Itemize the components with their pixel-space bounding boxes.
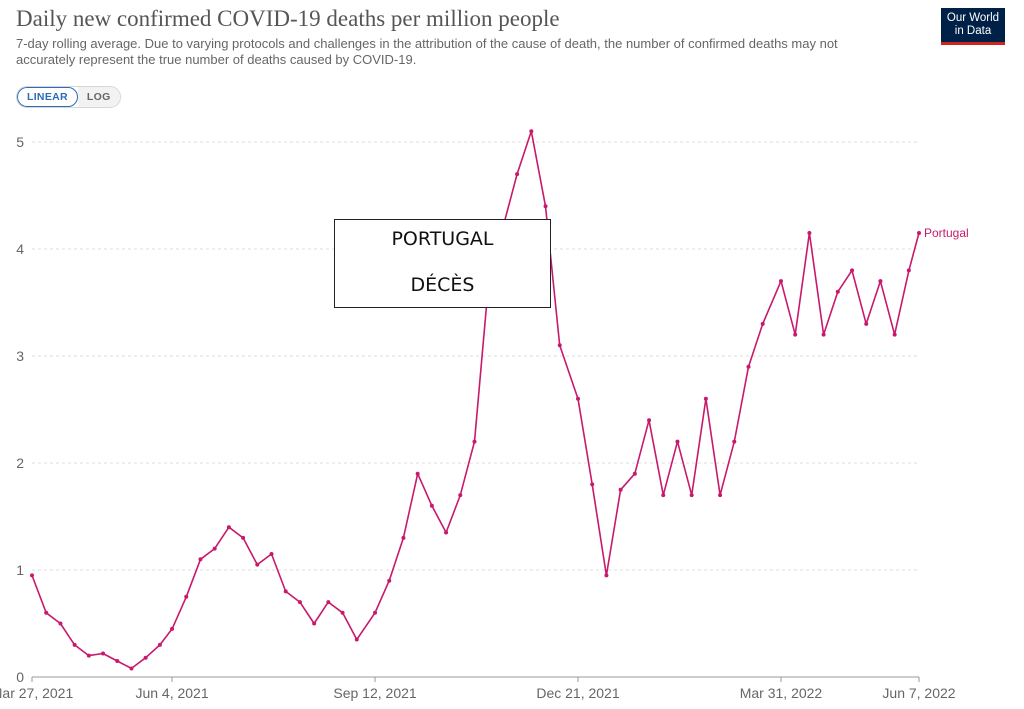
data-point — [58, 621, 63, 626]
data-point — [906, 268, 911, 273]
data-point — [807, 230, 812, 235]
log-scale-button[interactable]: LOG — [77, 87, 120, 107]
data-point — [675, 439, 680, 444]
data-point — [143, 655, 148, 660]
data-point — [515, 172, 520, 177]
data-point — [129, 666, 134, 671]
data-point — [241, 535, 246, 540]
data-point — [72, 642, 77, 647]
annotation-box: PORTUGAL DÉCÈS — [334, 219, 551, 308]
y-tick-label: 1 — [16, 562, 24, 578]
data-point — [30, 573, 34, 578]
data-point — [101, 651, 106, 656]
y-tick-label: 5 — [16, 134, 24, 150]
data-point — [760, 321, 765, 326]
data-point — [732, 439, 737, 444]
x-tick-label: Sep 12, 2021 — [333, 685, 417, 701]
x-tick-label: Dec 21, 2021 — [536, 685, 619, 701]
data-point — [543, 204, 548, 209]
data-point — [44, 610, 49, 615]
data-point — [529, 129, 534, 134]
data-point — [576, 396, 581, 401]
data-point — [590, 482, 595, 487]
data-point — [647, 418, 652, 423]
data-point — [821, 332, 826, 337]
data-point — [354, 637, 359, 642]
data-point — [387, 578, 392, 583]
data-point — [703, 396, 708, 401]
linear-scale-button[interactable]: LINEAR — [17, 87, 78, 107]
data-point — [778, 279, 783, 284]
data-point — [892, 332, 897, 337]
data-point — [283, 589, 288, 594]
data-point — [170, 626, 175, 631]
data-point — [878, 279, 883, 284]
data-point — [429, 503, 434, 508]
data-point — [718, 493, 723, 498]
data-point — [373, 610, 378, 615]
data-point — [269, 551, 274, 556]
data-point — [198, 557, 203, 562]
y-tick-label: 2 — [16, 455, 24, 471]
data-point — [557, 343, 562, 348]
annotation-metric: DÉCÈS — [410, 274, 475, 296]
logo-line-2: in Data — [954, 25, 992, 37]
data-point — [917, 230, 921, 235]
annotation-country: PORTUGAL — [391, 228, 494, 250]
data-point — [458, 493, 463, 498]
data-point — [415, 471, 420, 476]
data-point — [604, 573, 609, 578]
data-point — [212, 546, 217, 551]
data-point — [326, 600, 331, 605]
data-point — [312, 621, 317, 626]
chart-subtitle: 7-day rolling average. Due to varying pr… — [16, 36, 838, 67]
data-point — [401, 535, 406, 540]
data-point — [835, 289, 840, 294]
scale-toggle: LINEAR LOG — [16, 86, 121, 108]
logo-line-1: Our World — [946, 12, 1000, 24]
data-point — [864, 321, 869, 326]
x-tick-label: Jun 4, 2021 — [135, 685, 208, 701]
data-point — [86, 653, 91, 658]
data-point — [115, 658, 120, 663]
data-point — [444, 530, 449, 535]
data-point — [472, 439, 477, 444]
data-point — [618, 487, 623, 492]
y-tick-label: 4 — [16, 241, 24, 257]
series-line-portugal — [31, 130, 920, 670]
data-point — [850, 268, 855, 273]
data-point — [746, 364, 751, 369]
data-point — [793, 332, 798, 337]
data-point — [226, 525, 231, 530]
y-tick-label: 3 — [16, 348, 24, 364]
data-point — [255, 562, 260, 567]
owid-logo[interactable]: Our World in Data — [941, 8, 1005, 45]
series-label-portugal: Portugal — [924, 226, 969, 240]
x-tick-label: Mar 31, 2022 — [740, 685, 823, 701]
data-point — [632, 471, 637, 476]
data-point — [297, 600, 302, 605]
data-point — [157, 642, 162, 647]
data-point — [689, 493, 694, 498]
x-tick-label: Jun 7, 2022 — [882, 685, 955, 701]
data-point — [184, 594, 189, 599]
chart-title: Daily new confirmed COVID-19 deaths per … — [16, 6, 560, 31]
x-tick-label: Mar 27, 2021 — [0, 685, 73, 701]
y-tick-label: 0 — [16, 669, 24, 685]
data-point — [340, 610, 345, 615]
data-point — [661, 493, 666, 498]
